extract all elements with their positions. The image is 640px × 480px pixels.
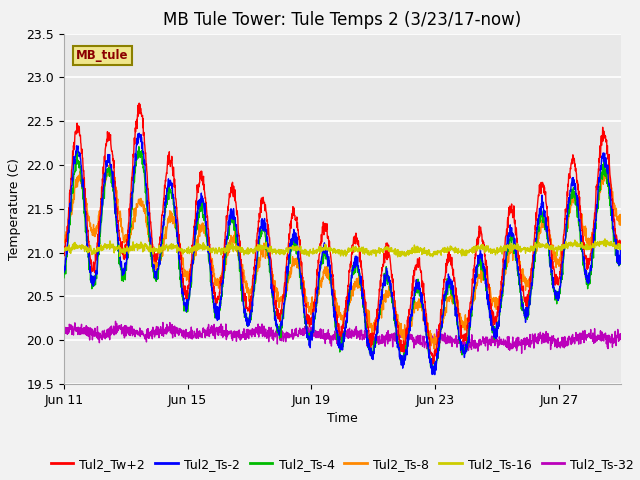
- Title: MB Tule Tower: Tule Temps 2 (3/23/17-now): MB Tule Tower: Tule Temps 2 (3/23/17-now…: [163, 11, 522, 29]
- Legend: Tul2_Tw+2, Tul2_Ts-2, Tul2_Ts-4, Tul2_Ts-8, Tul2_Ts-16, Tul2_Ts-32: Tul2_Tw+2, Tul2_Ts-2, Tul2_Ts-4, Tul2_Ts…: [45, 453, 639, 476]
- Y-axis label: Temperature (C): Temperature (C): [8, 158, 21, 260]
- Text: MB_tule: MB_tule: [76, 49, 129, 62]
- X-axis label: Time: Time: [327, 412, 358, 425]
